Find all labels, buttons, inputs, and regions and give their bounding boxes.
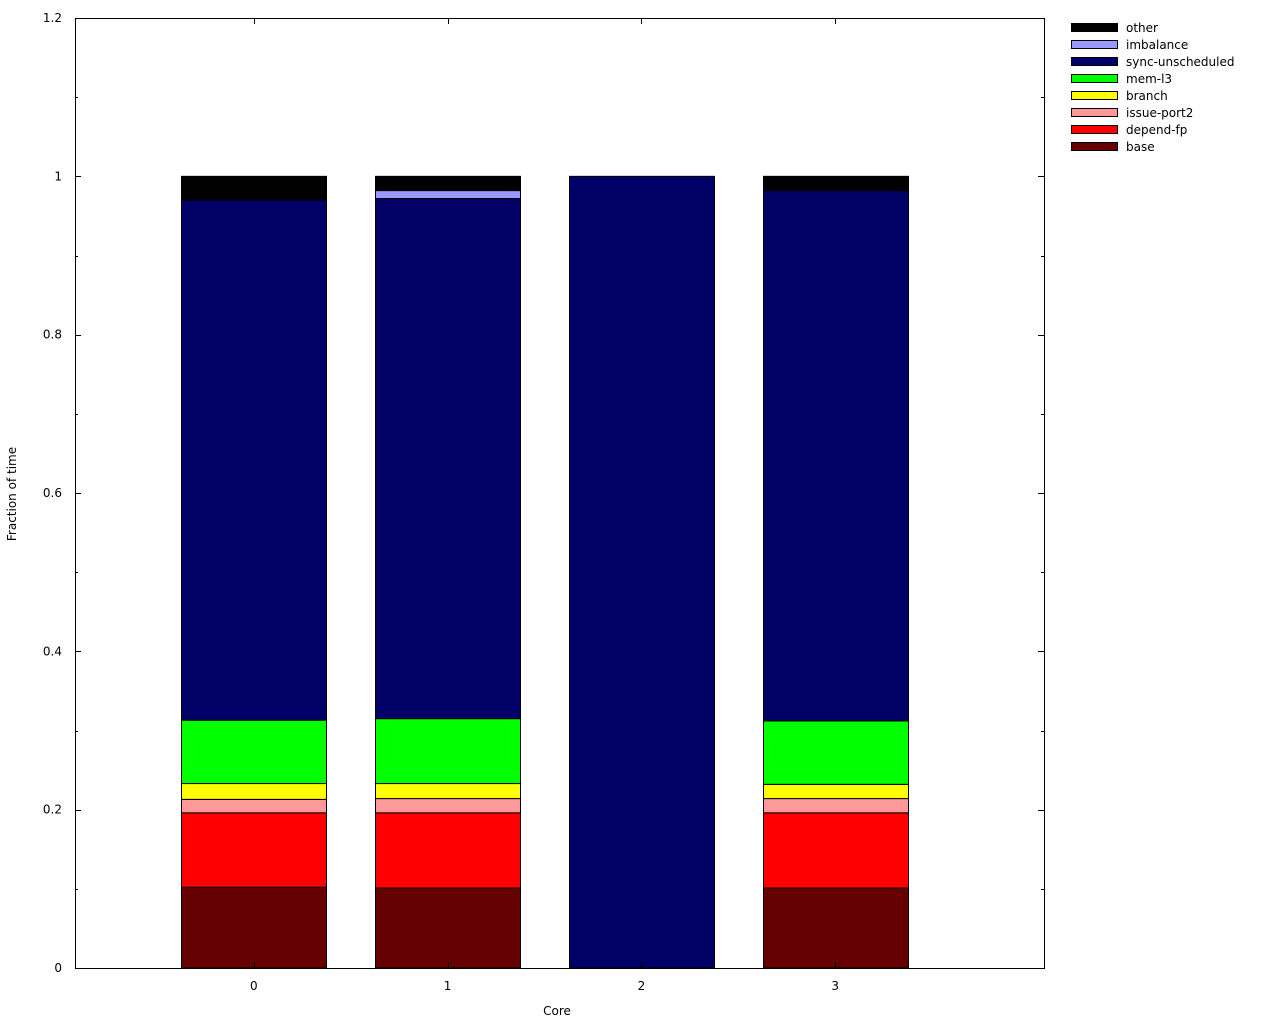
x-tick-label: 3 [831, 979, 839, 993]
legend-swatch-imbalance [1071, 40, 1118, 49]
x-tick-label: 0 [250, 979, 258, 993]
y-tick-label: 1.2 [43, 11, 62, 25]
bar-segment-sync-unscheduled [569, 175, 715, 969]
bar-segment-branch [181, 783, 327, 800]
legend-label: base [1126, 140, 1155, 154]
legend-label: mem-l3 [1126, 72, 1172, 86]
bar-segment-issue-port2 [375, 798, 521, 814]
bar-segment-other [375, 175, 521, 192]
legend-label: other [1126, 21, 1158, 35]
x-tick-label: 1 [444, 979, 452, 993]
bar-segment-issue-port2 [181, 798, 327, 814]
y-tick-label: 0 [54, 961, 62, 975]
y-tick-label: 1 [54, 169, 62, 183]
legend-label: sync-unscheduled [1126, 55, 1235, 69]
legend-swatch-other [1071, 23, 1118, 32]
bar-segment-imbalance [375, 190, 521, 199]
y-tick-label: 0.8 [43, 328, 62, 342]
bar-segment-base [375, 887, 521, 969]
legend: other imbalance sync-unscheduled mem-l3 bran… [1071, 21, 1235, 154]
y-axis: 0 0.2 0.4 0.6 0.8 1 1.2 [43, 11, 1044, 975]
bar-segment-depend-fp [763, 812, 909, 889]
bar-segment-other [181, 175, 327, 201]
legend-label: imbalance [1126, 38, 1188, 52]
bars-layer [181, 175, 909, 969]
bar-segment-other [763, 175, 909, 192]
legend-swatch-base [1071, 142, 1118, 151]
bar-segment-depend-fp [375, 812, 521, 889]
bar-segment-branch [375, 783, 521, 800]
bar-segment-sync-unscheduled [375, 198, 521, 720]
y-tick-label: 0.6 [43, 486, 62, 500]
legend-swatch-mem-l3 [1071, 74, 1118, 83]
legend-label: depend-fp [1126, 123, 1187, 137]
bar-segment-mem-l3 [181, 719, 327, 785]
legend-swatch-depend-fp [1071, 125, 1118, 134]
bar-segment-branch [763, 783, 909, 800]
legend-swatch-issue-port2 [1071, 108, 1118, 117]
legend-label: issue-port2 [1126, 106, 1193, 120]
y-axis-label: Fraction of time [5, 447, 19, 541]
x-axis-label: Core [543, 1004, 571, 1018]
y-tick-label: 0.4 [43, 644, 62, 658]
bar-segment-mem-l3 [763, 720, 909, 785]
y-tick-label: 0.2 [43, 803, 62, 817]
bar-segment-sync-unscheduled [181, 199, 327, 721]
x-axis: 0 1 2 3 [250, 18, 839, 993]
bar-segment-mem-l3 [375, 718, 521, 785]
bar-segment-sync-unscheduled [763, 190, 909, 722]
bar-segment-base [763, 887, 909, 969]
bar-segment-depend-fp [181, 812, 327, 888]
legend-label: branch [1126, 89, 1168, 103]
legend-swatch-branch [1071, 91, 1118, 100]
bar-segment-issue-port2 [763, 798, 909, 814]
x-tick-label: 2 [638, 979, 646, 993]
bar-segment-base [181, 886, 327, 969]
legend-swatch-sync-unscheduled [1071, 57, 1118, 66]
